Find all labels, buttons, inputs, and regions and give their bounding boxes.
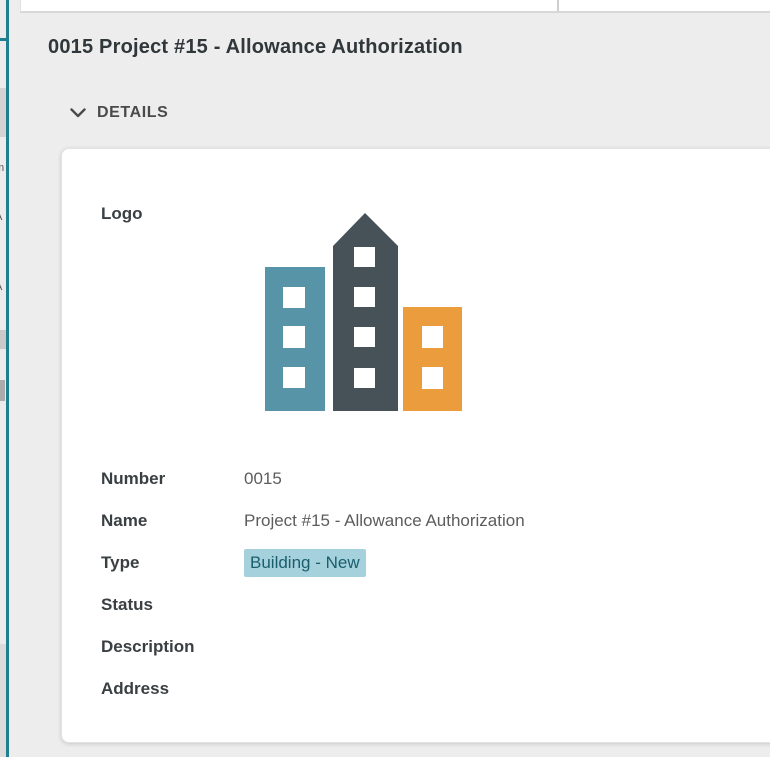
page-title: 0015 Project #15 - Allowance Authorizati… xyxy=(48,36,463,58)
clipped-top-panel xyxy=(20,0,770,13)
status-label: Status xyxy=(101,595,153,614)
clipped-text-fragment: A xyxy=(0,212,6,223)
number-label: Number xyxy=(101,469,166,488)
type-value-highlighted: Building - New xyxy=(244,549,366,577)
clipped-scrollbar-thumb xyxy=(0,380,5,401)
project-details-card: Logo Number 0015 Name Project #15 - Allo… xyxy=(61,148,770,743)
chevron-down-icon[interactable] xyxy=(70,108,86,118)
address-label: Address xyxy=(101,679,170,698)
clipped-column-divider xyxy=(557,0,559,11)
field-row-type: Type Building - New xyxy=(101,542,762,584)
project-fields-list: Number 0015 Name Project #15 - Allowance… xyxy=(101,458,762,710)
clipped-panel-band xyxy=(0,644,6,757)
clipped-panel-band xyxy=(0,88,6,137)
details-section-toggle[interactable]: DETAILS xyxy=(70,104,168,122)
details-section-label: DETAILS xyxy=(97,104,169,121)
description-label: Description xyxy=(101,637,195,656)
buildings-logo-icon xyxy=(265,213,462,411)
field-row-name: Name Project #15 - Allowance Authorizati… xyxy=(101,500,762,542)
panel-divider-rail xyxy=(6,0,9,757)
name-label: Name xyxy=(101,511,148,530)
name-value: Project #15 - Allowance Authorization xyxy=(244,511,525,530)
clipped-panel-band xyxy=(0,330,6,349)
clipped-text-fragment: A xyxy=(0,282,6,293)
logo-field-label: Logo xyxy=(101,204,143,223)
number-value: 0015 xyxy=(244,469,282,488)
field-row-number: Number 0015 xyxy=(101,458,762,500)
field-row-description: Description xyxy=(101,626,762,668)
clipped-text-fragment: m xyxy=(0,163,6,174)
clipped-teal-border xyxy=(0,38,6,41)
field-row-status: Status xyxy=(101,584,762,626)
clipped-left-panel: m A A xyxy=(0,0,6,757)
type-label: Type xyxy=(101,553,140,572)
field-row-address: Address xyxy=(101,668,762,710)
